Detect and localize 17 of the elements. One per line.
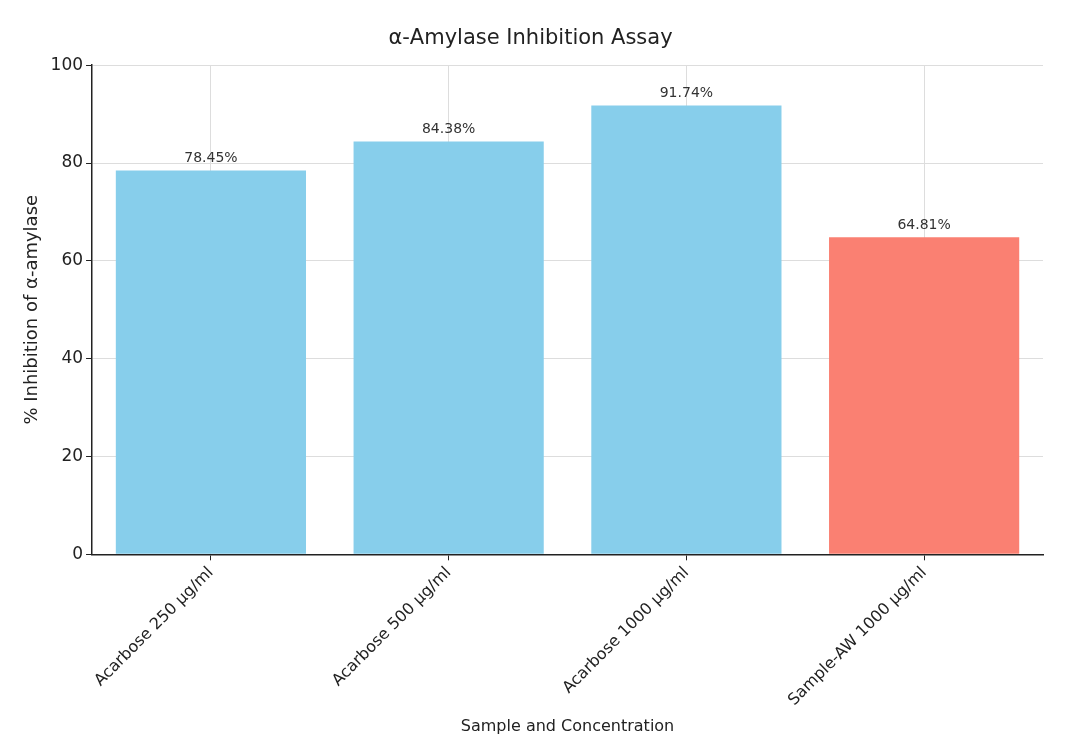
data-label: 64.81% [897,215,951,232]
data-label: 84.38% [421,120,476,137]
bar [115,170,307,554]
y-tick-label: 100 [50,53,84,74]
data-label: 91.74% [659,84,714,101]
chart-title: α-Amylase Inhibition Assay [388,25,673,50]
y-tick-label: 80 [61,151,84,172]
bar [353,141,544,554]
bar [591,105,782,554]
x-axis-title: Sample and Concentration [460,715,675,735]
y-tick-label: 40 [61,347,84,368]
y-axis-title: % Inhibition of α-amylase [20,194,42,425]
data-label: 78.45% [184,149,238,166]
y-tick-label: 60 [61,249,84,270]
bar [829,237,1020,554]
y-tick-label: 20 [61,444,84,465]
y-tick-label: 0 [72,542,84,563]
